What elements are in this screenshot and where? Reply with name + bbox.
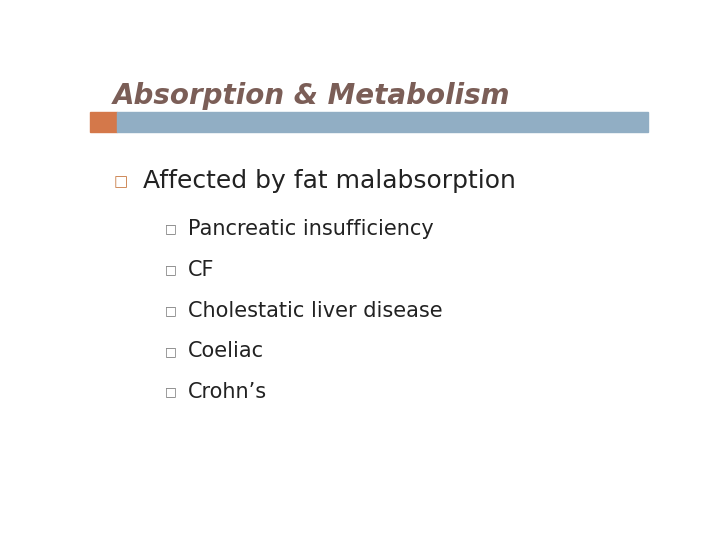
Text: Pancreatic insufficiency: Pancreatic insufficiency <box>188 219 433 239</box>
Text: □: □ <box>165 386 177 399</box>
Text: Affected by fat malabsorption: Affected by fat malabsorption <box>143 169 516 193</box>
Bar <box>90 112 117 132</box>
Text: Absorption & Metabolism: Absorption & Metabolism <box>112 82 510 110</box>
Text: □: □ <box>165 222 177 235</box>
Text: Cholestatic liver disease: Cholestatic liver disease <box>188 301 442 321</box>
Text: CF: CF <box>188 260 214 280</box>
Text: □: □ <box>165 264 177 276</box>
Text: □: □ <box>165 345 177 358</box>
Text: Crohn’s: Crohn’s <box>188 382 267 402</box>
Bar <box>117 112 648 132</box>
Text: □: □ <box>114 174 127 188</box>
Text: Coeliac: Coeliac <box>188 341 264 361</box>
Text: □: □ <box>165 304 177 317</box>
